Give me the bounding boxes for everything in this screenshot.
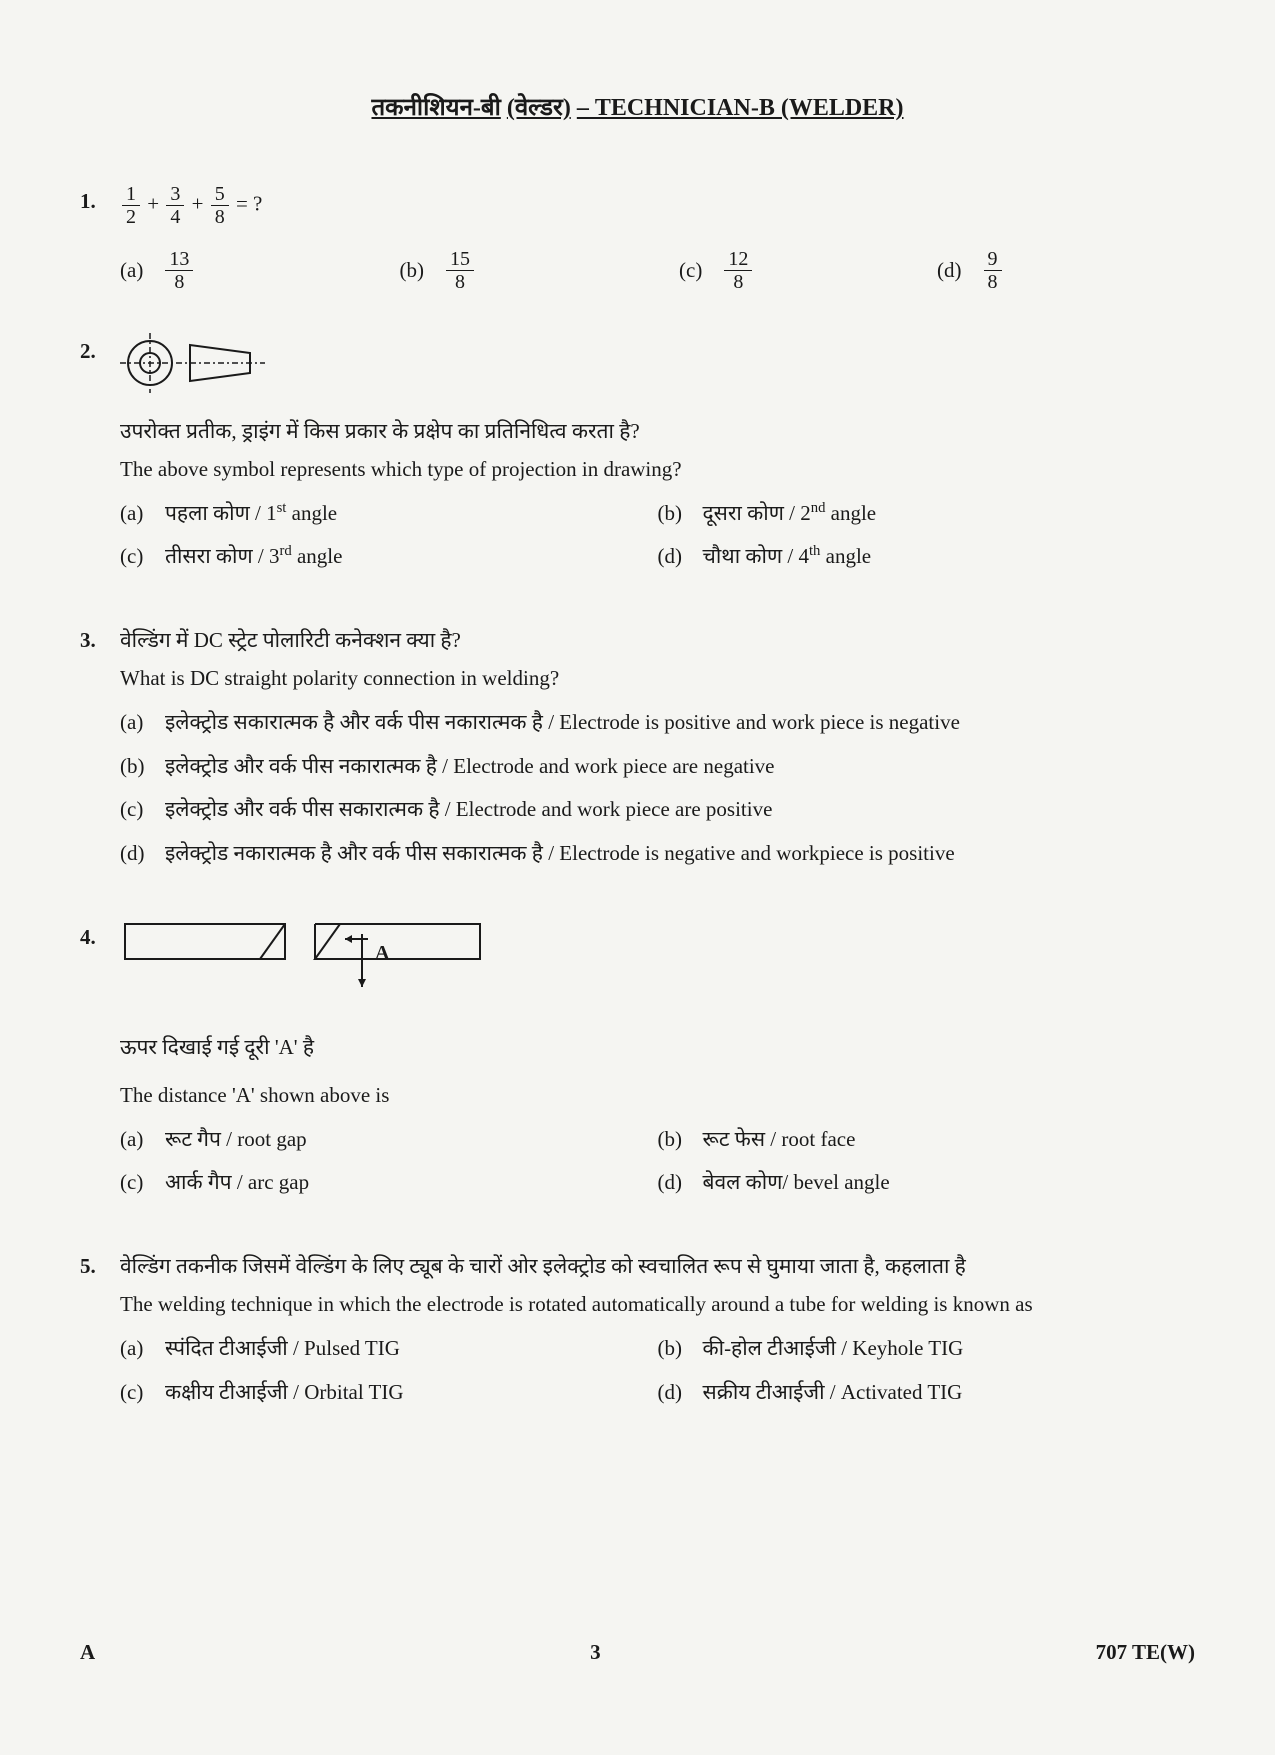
q5-a-label: (a): [120, 1330, 165, 1368]
q1-frac3: 58: [211, 183, 229, 228]
q3-a-label: (a): [120, 704, 165, 742]
q1-d-label: (d): [937, 252, 962, 290]
q5-a-text: स्पंदित टीआईजी / Pulsed TIG: [165, 1330, 400, 1368]
q1-options: (a) 138 (b) 158 (c) 128 (d) 98: [120, 248, 1195, 293]
q5-d-text: सक्रीय टीआईजी / Activated TIG: [703, 1374, 963, 1412]
q3-number: 3.: [80, 622, 120, 660]
plus: +: [147, 191, 159, 215]
q5-d-label: (d): [658, 1374, 703, 1412]
q4-a-label: (a): [120, 1121, 165, 1159]
question-4: 4. A ऊपर दिखाई गई दूरी 'A' है The distan…: [80, 919, 1195, 1208]
title-hindi-2: (वेल्डर): [507, 95, 571, 121]
title-hindi-1: तकनीशियन-बी: [371, 95, 500, 121]
q1-a-label: (a): [120, 252, 143, 290]
q4-c-label: (c): [120, 1164, 165, 1202]
q4-b-text: रूट फेस / root face: [703, 1121, 856, 1159]
q3-hindi: वेल्डिंग में DC स्ट्रेट पोलारिटी कनेक्शन…: [120, 622, 1195, 660]
q4-english: The distance 'A' shown above is: [120, 1077, 1195, 1115]
title-english: – TECHNICIAN-B (WELDER): [577, 95, 904, 121]
q5-c-text: कक्षीय टीआईजी / Orbital TIG: [165, 1374, 404, 1412]
q5-english: The welding technique in which the elect…: [120, 1286, 1195, 1324]
q1-c-label: (c): [679, 252, 702, 290]
question-3: 3. वेल्डिंग में DC स्ट्रेट पोलारिटी कनेक…: [80, 622, 1195, 879]
q1-number: 1.: [80, 183, 120, 221]
q3-c-label: (c): [120, 791, 165, 829]
page-title: तकनीशियन-बी (वेल्डर) – TECHNICIAN-B (WEL…: [80, 90, 1195, 123]
q3-b-label: (b): [120, 748, 165, 786]
q2-d-label: (d): [658, 538, 703, 576]
q4-hindi: ऊपर दिखाई गई दूरी 'A' है: [120, 1029, 1195, 1067]
q1-b-label: (b): [400, 252, 425, 290]
footer-center: 3: [590, 1640, 601, 1665]
q3-b-text: इलेक्ट्रोड और वर्क पीस नकारात्मक है / El…: [165, 748, 775, 786]
q3-c-text: इलेक्ट्रोड और वर्क पीस सकारात्मक है / El…: [165, 791, 772, 829]
q3-a-text: इलेक्ट्रोड सकारात्मक है और वर्क पीस नकार…: [165, 704, 960, 742]
page: तकनीशियन-बी (वेल्डर) – TECHNICIAN-B (WEL…: [0, 0, 1275, 1507]
q3-d-text: इलेक्ट्रोड नकारात्मक है और वर्क पीस सकार…: [165, 835, 955, 873]
footer-left: A: [80, 1640, 95, 1665]
q5-number: 5.: [80, 1248, 120, 1286]
q4-number: 4.: [80, 919, 120, 957]
q2-b-label: (b): [658, 495, 703, 533]
projection-symbol-icon: [120, 333, 270, 393]
q5-b-text: की-होल टीआईजी / Keyhole TIG: [703, 1330, 964, 1368]
q4-c-text: आर्क गैप / arc gap: [165, 1164, 309, 1202]
footer-right: 707 TE(W): [1096, 1640, 1195, 1665]
q2-c-text: तीसरा कोण / 3rd angle: [165, 538, 342, 576]
q5-c-label: (c): [120, 1374, 165, 1412]
question-5: 5. वेल्डिंग तकनीक जिसमें वेल्डिंग के लिए…: [80, 1248, 1195, 1417]
q5-hindi: वेल्डिंग तकनीक जिसमें वेल्डिंग के लिए ट्…: [120, 1248, 1195, 1286]
question-2: 2. उपरोक्त प्रतीक, ड्राइंग में किस प्रका…: [80, 333, 1195, 582]
q3-options: (a)इलेक्ट्रोड सकारात्मक है और वर्क पीस न…: [120, 704, 1195, 873]
q2-english: The above symbol represents which type o…: [120, 451, 1195, 489]
q2-hindi: उपरोक्त प्रतीक, ड्राइंग में किस प्रकार क…: [120, 413, 1195, 451]
q2-number: 2.: [80, 333, 120, 371]
q4-letter-a: A: [375, 942, 390, 964]
q5-options: (a)स्पंदित टीआईजी / Pulsed TIG (b)की-होल…: [120, 1330, 1195, 1418]
q2-c-label: (c): [120, 538, 165, 576]
q2-d-text: चौथा कोण / 4th angle: [703, 538, 872, 576]
q2-a-text: पहला कोण / 1st angle: [165, 495, 337, 533]
q2-options: (a) पहला कोण / 1st angle (b) दूसरा कोण /…: [120, 495, 1195, 583]
q4-a-text: रूट गैप / root gap: [165, 1121, 307, 1159]
q4-b-label: (b): [658, 1121, 703, 1159]
q1-d-frac: 98: [984, 248, 1002, 293]
q4-options: (a)रूट गैप / root gap (b)रूट फेस / root …: [120, 1121, 1195, 1209]
q4-d-label: (d): [658, 1164, 703, 1202]
question-1: 1. 12 + 34 + 58 = ? (a) 138 (b) 158 (c) …: [80, 183, 1195, 293]
weld-gap-diagram-icon: A: [120, 919, 500, 999]
q4-d-text: बेवल कोण/ bevel angle: [703, 1164, 890, 1202]
q1-frac2: 34: [166, 183, 184, 228]
plus: +: [192, 191, 204, 215]
q1-b-frac: 158: [446, 248, 474, 293]
q2-a-label: (a): [120, 495, 165, 533]
q1-equals: = ?: [236, 191, 262, 215]
q3-english: What is DC straight polarity connection …: [120, 660, 1195, 698]
page-footer: A 3 707 TE(W): [80, 1640, 1195, 1665]
q2-b-text: दूसरा कोण / 2nd angle: [703, 495, 877, 533]
q3-d-label: (d): [120, 835, 165, 873]
q5-b-label: (b): [658, 1330, 703, 1368]
q1-frac1: 12: [122, 183, 140, 228]
q1-c-frac: 128: [724, 248, 752, 293]
q1-a-frac: 138: [165, 248, 193, 293]
